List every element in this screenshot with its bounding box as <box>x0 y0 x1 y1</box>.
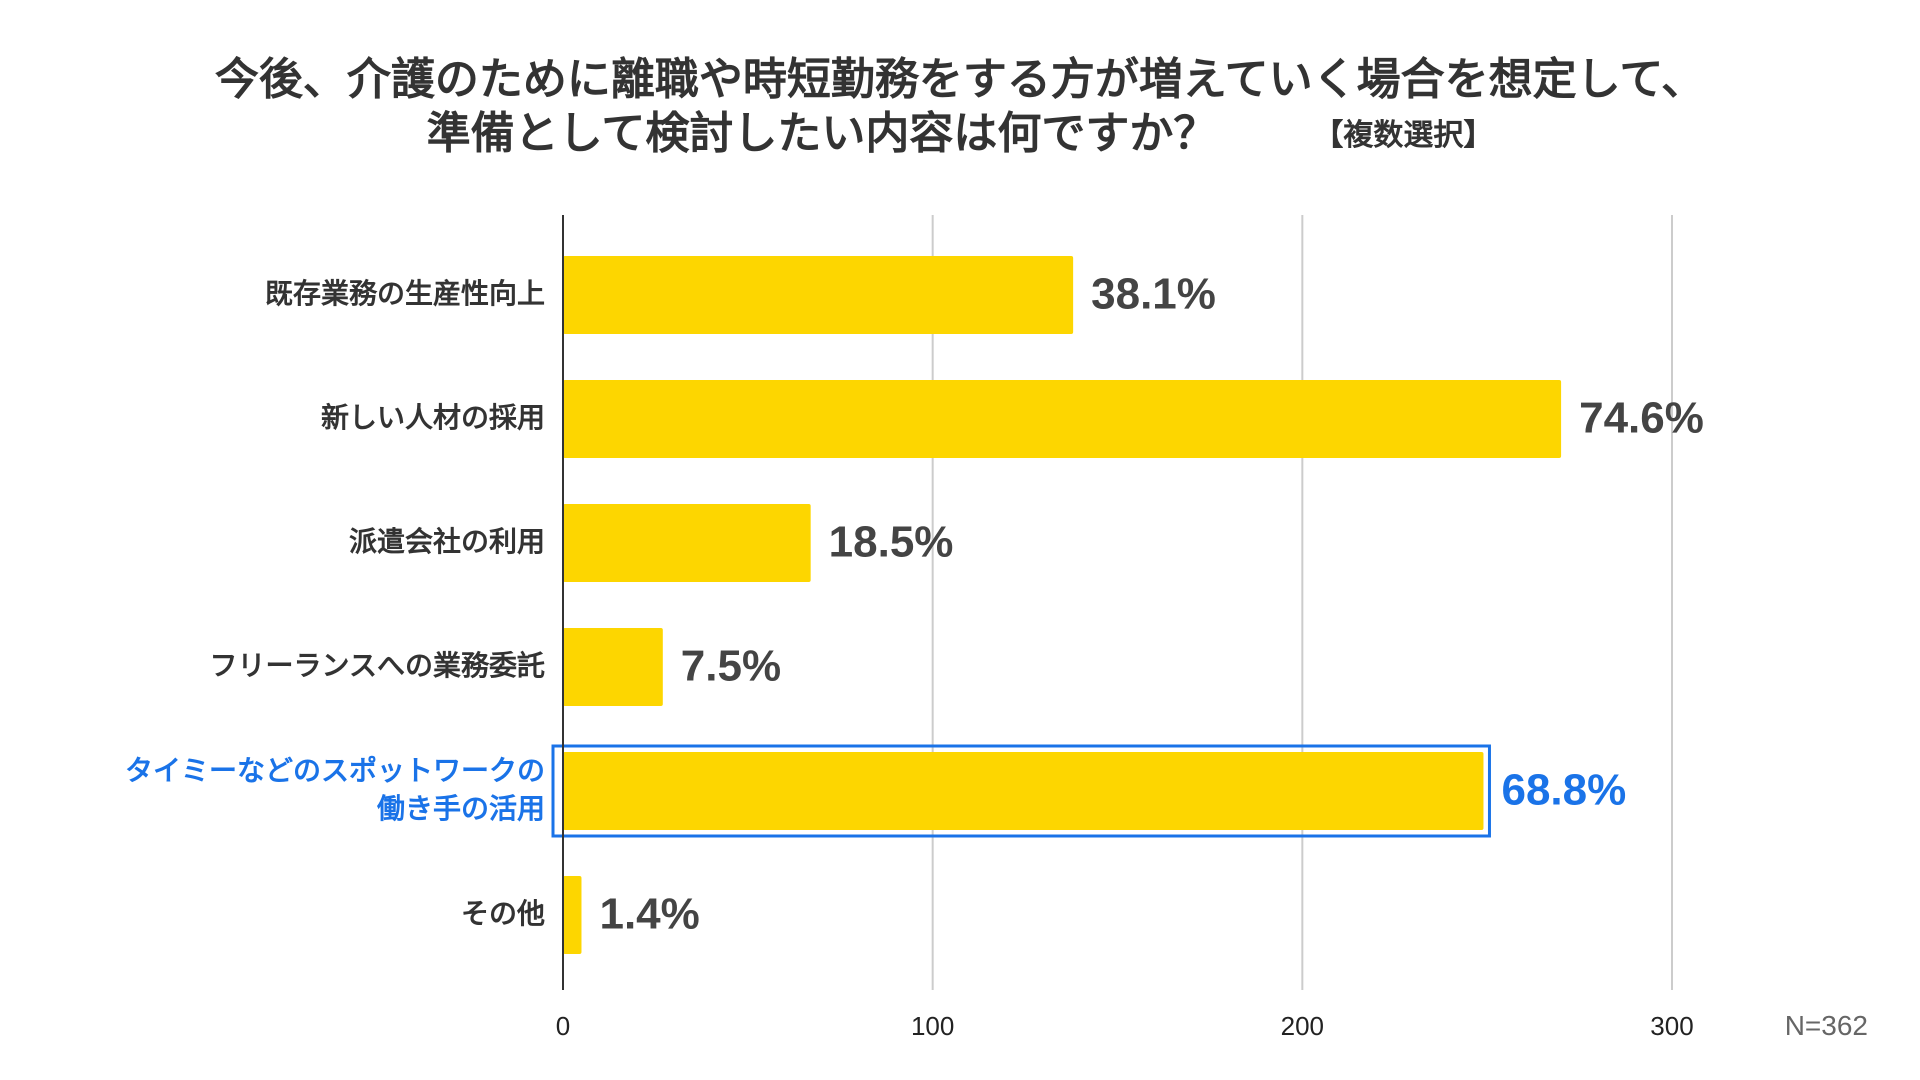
value-label-2: 18.5% <box>829 518 954 567</box>
chart-title-line2: 準備として検討したい内容は何ですか？ 【複数選択】 <box>0 112 1920 156</box>
category-label-3: フリーランスへの業務委託 <box>210 649 545 682</box>
value-label-0: 38.1% <box>1091 270 1216 319</box>
multiple-choice-note: 【複数選択】 <box>1313 118 1494 153</box>
bar-2 <box>563 504 811 582</box>
sample-size-label: N=362 <box>1785 1010 1868 1041</box>
value-label-4: 68.8% <box>1501 766 1626 815</box>
x-tick-label-100: 100 <box>911 1011 954 1041</box>
category-label-0: 既存業務の生産性向上 <box>265 277 545 310</box>
x-tick-label-300: 300 <box>1650 1011 1693 1041</box>
bar-3 <box>563 628 663 706</box>
title-line2-text: 準備として検討したい内容は何ですか？ <box>426 108 1218 159</box>
value-label-3: 7.5% <box>681 642 781 691</box>
chart-title-line1: 今後、介護のために離職や時短勤務をする方が増えていく場合を想定して、 <box>0 58 1920 102</box>
bar-5 <box>563 876 582 954</box>
bar-0 <box>563 256 1074 334</box>
bar-4 <box>563 752 1484 830</box>
value-label-1: 74.6% <box>1579 394 1704 443</box>
category-label-4: タイミーなどのスポットワークの働き手の活用 <box>125 754 545 825</box>
title-line1-text: 今後、介護のために離職や時短勤務をする方が増えていく場合を想定して、 <box>214 54 1706 105</box>
category-label-1: 新しい人材の採用 <box>321 401 545 434</box>
value-label-5: 1.4% <box>599 890 699 939</box>
highlight-frame <box>551 744 1491 838</box>
bar-1 <box>563 380 1562 458</box>
category-label-5: その他 <box>461 897 545 930</box>
x-tick-label-0: 0 <box>556 1011 570 1041</box>
category-label-2: 派遣会社の利用 <box>349 525 545 558</box>
x-tick-label-200: 200 <box>1281 1011 1324 1041</box>
